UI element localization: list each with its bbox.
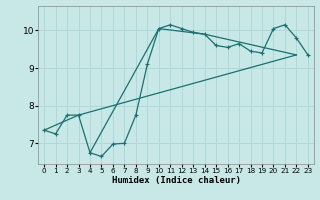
X-axis label: Humidex (Indice chaleur): Humidex (Indice chaleur) (111, 176, 241, 185)
